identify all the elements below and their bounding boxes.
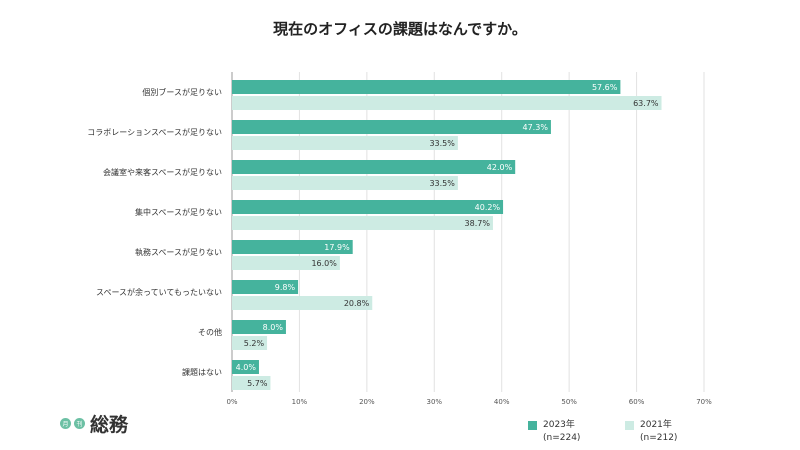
x-tick-label: 40% <box>494 398 510 406</box>
data-label-2021: 63.7% <box>633 99 659 108</box>
bar-2023 <box>232 120 551 134</box>
category-label: 個別ブースが足りない <box>142 87 222 97</box>
bar-2021 <box>232 136 458 150</box>
category-label: 執務スペースが足りない <box>135 247 222 257</box>
data-label-2023: 9.8% <box>275 283 296 292</box>
legend-swatch-2021 <box>625 421 634 430</box>
category-label: コラボレーションスペースが足りない <box>87 127 222 137</box>
category-label: スペースが余っていてもったいない <box>96 287 222 297</box>
bar-2023 <box>232 80 621 94</box>
data-label-2023: 40.2% <box>475 203 501 212</box>
data-label-2021: 5.2% <box>244 339 265 348</box>
bar-2021 <box>232 256 340 270</box>
chart-title: 現在のオフィスの課題はなんですか。 <box>273 20 527 38</box>
bar-2021 <box>232 216 493 230</box>
data-label-2023: 4.0% <box>236 363 257 372</box>
data-label-2023: 8.0% <box>263 323 284 332</box>
data-label-2023: 17.9% <box>324 243 350 252</box>
bar-2021 <box>232 176 458 190</box>
data-label-2023: 57.6% <box>592 83 618 92</box>
data-label-2021: 16.0% <box>311 259 337 268</box>
bar-2023 <box>232 320 286 334</box>
bar-2023 <box>232 280 299 294</box>
data-label-2021: 5.7% <box>247 379 268 388</box>
legend-item-2021: 2021年 (n=212) <box>625 419 677 445</box>
x-tick-label: 70% <box>696 398 712 406</box>
data-label-2021: 33.5% <box>429 179 455 188</box>
category-label: 集中スペースが足りない <box>135 207 222 217</box>
legend-label-2023: 2023年 (n=224) <box>543 420 581 443</box>
bar-2023 <box>232 240 353 254</box>
data-label-2021: 20.8% <box>344 299 370 308</box>
x-tick-label: 30% <box>427 398 443 406</box>
bar-2023 <box>232 160 516 174</box>
category-label: 課題はない <box>182 367 222 377</box>
x-tick-label: 60% <box>629 398 645 406</box>
data-label-2023: 47.3% <box>523 123 549 132</box>
x-tick-label: 50% <box>561 398 577 406</box>
legend-item-2023: 2023年 (n=224) <box>528 419 580 445</box>
bar-2021 <box>232 296 373 310</box>
bar-2023 <box>232 200 504 214</box>
bar-2021 <box>232 96 662 110</box>
x-tick-label: 0% <box>226 398 237 406</box>
category-label: その他 <box>198 327 222 337</box>
logo-badge-1: 月 <box>60 418 71 429</box>
logo-text: 総務 <box>90 414 129 436</box>
data-label-2021: 33.5% <box>429 139 455 148</box>
data-label-2023: 42.0% <box>487 163 513 172</box>
x-tick-label: 20% <box>359 398 375 406</box>
legend-label-2021: 2021年 (n=212) <box>640 420 678 443</box>
bar-2021 <box>232 336 268 350</box>
bar-2023 <box>232 360 259 374</box>
category-label: 会議室や来客スペースが足りない <box>103 167 222 177</box>
logo-badge-2: 刊 <box>74 418 85 429</box>
bar-2021 <box>232 376 271 390</box>
x-tick-label: 10% <box>292 398 308 406</box>
logo: 月 刊 総務 <box>60 410 128 437</box>
data-label-2021: 38.7% <box>465 219 491 228</box>
legend-swatch-2023 <box>528 421 537 430</box>
